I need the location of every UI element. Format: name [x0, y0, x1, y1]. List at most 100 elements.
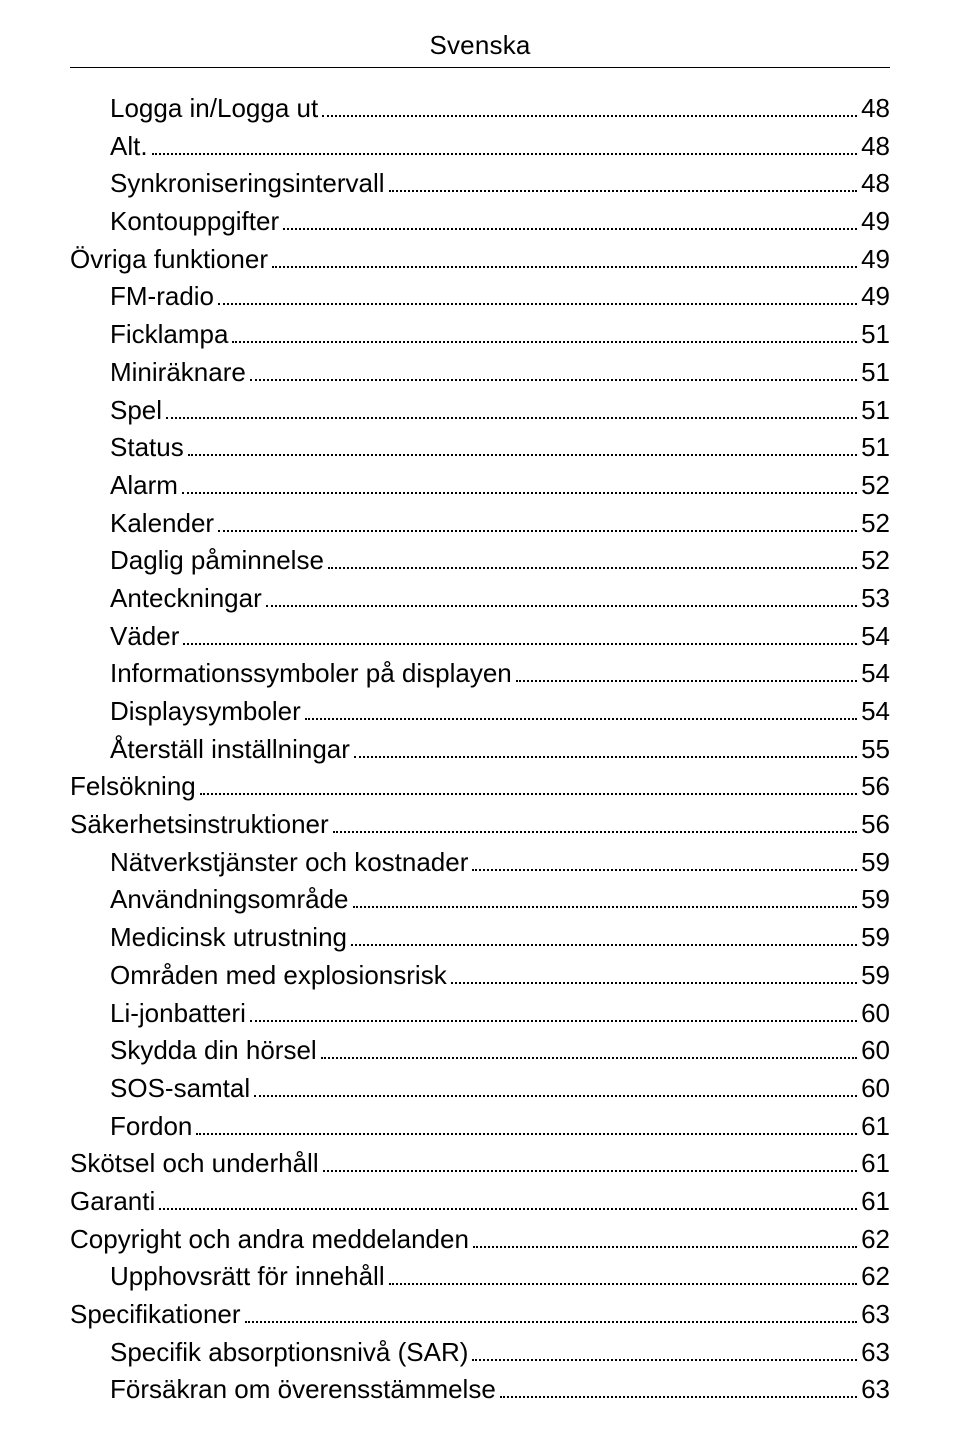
toc-entry-page: 61: [861, 1108, 890, 1146]
toc-entry-label: Nätverkstjänster och kostnader: [110, 844, 468, 882]
toc-entry-page: 56: [861, 806, 890, 844]
toc-leader: [516, 662, 857, 682]
toc-entry[interactable]: Copyright och andra meddelanden62: [70, 1221, 890, 1259]
toc-entry-page: 59: [861, 957, 890, 995]
toc-leader: [245, 1303, 858, 1323]
toc-entry-label: Ficklampa: [110, 316, 228, 354]
toc-entry-page: 61: [861, 1145, 890, 1183]
toc-entry[interactable]: Användningsområde59: [70, 881, 890, 919]
toc-entry[interactable]: SOS-samtal 60: [70, 1070, 890, 1108]
toc-entry-page: 53: [861, 580, 890, 618]
toc-entry[interactable]: Fordon61: [70, 1108, 890, 1146]
toc-leader: [232, 323, 857, 343]
toc-entry-label: Displaysymboler: [110, 693, 301, 731]
toc-entry-label: Försäkran om överensstämmelse: [110, 1371, 496, 1409]
toc-entry[interactable]: Spel51: [70, 392, 890, 430]
toc-entry-page: 52: [861, 505, 890, 543]
toc-entry-label: Daglig påminnelse: [110, 542, 324, 580]
toc-entry-page: 59: [861, 919, 890, 957]
toc-entry-label: Anteckningar: [110, 580, 262, 618]
toc-leader: [305, 700, 857, 720]
toc-entry-label: Övriga funktioner: [70, 241, 268, 279]
toc-entry[interactable]: Ficklampa 51: [70, 316, 890, 354]
toc-entry-page: 52: [861, 542, 890, 580]
toc-entry-page: 59: [861, 844, 890, 882]
toc-entry[interactable]: Skydda din hörsel 60: [70, 1032, 890, 1070]
toc-entry-page: 54: [861, 618, 890, 656]
toc-leader: [328, 549, 857, 569]
toc-entry-page: 63: [861, 1334, 890, 1372]
toc-entry-label: Miniräknare: [110, 354, 246, 392]
toc-leader: [188, 436, 857, 456]
toc-entry[interactable]: Nätverkstjänster och kostnader 59: [70, 844, 890, 882]
toc-entry-label: Skötsel och underhåll: [70, 1145, 319, 1183]
toc-entry[interactable]: Synkroniseringsintervall 48: [70, 165, 890, 203]
toc-leader: [183, 624, 857, 644]
toc-entry-label: SOS-samtal: [110, 1070, 250, 1108]
toc-entry[interactable]: Väder54: [70, 618, 890, 656]
toc-entry-page: 51: [861, 316, 890, 354]
toc-entry[interactable]: Daglig påminnelse 52: [70, 542, 890, 580]
toc-entry[interactable]: Anteckningar 53: [70, 580, 890, 618]
toc-entry-page: 60: [861, 1032, 890, 1070]
toc-entry-page: 60: [861, 1070, 890, 1108]
toc-entry-label: Upphovsrätt för innehåll: [110, 1258, 385, 1296]
toc-entry[interactable]: Alt.48: [70, 128, 890, 166]
toc-leader: [152, 135, 858, 155]
toc-entry[interactable]: Displaysymboler54: [70, 693, 890, 731]
toc-entry-label: Användningsområde: [110, 881, 349, 919]
toc-leader: [500, 1378, 857, 1398]
toc-leader: [196, 1114, 857, 1134]
toc-leader: [182, 474, 857, 494]
toc-leader: [166, 398, 857, 418]
toc-entry[interactable]: Alarm52: [70, 467, 890, 505]
toc-entry-page: 51: [861, 354, 890, 392]
toc-entry[interactable]: Försäkran om överensstämmelse 63: [70, 1371, 890, 1409]
toc-entry[interactable]: Li-jonbatteri60: [70, 995, 890, 1033]
toc-leader: [451, 964, 857, 984]
toc-leader: [472, 1341, 857, 1361]
table-of-contents: Logga in/Logga ut48Alt.48Synkroniserings…: [70, 90, 890, 1409]
toc-entry[interactable]: Felsökning 56: [70, 768, 890, 806]
toc-entry[interactable]: Områden med explosionsrisk59: [70, 957, 890, 995]
toc-entry[interactable]: Specifikationer63: [70, 1296, 890, 1334]
toc-entry-label: Li-jonbatteri: [110, 995, 246, 1033]
toc-entry[interactable]: Informationssymboler på displayen54: [70, 655, 890, 693]
toc-entry-page: 56: [861, 768, 890, 806]
toc-entry-page: 51: [861, 429, 890, 467]
toc-leader: [218, 285, 857, 305]
toc-entry[interactable]: Återställ inställningar55: [70, 731, 890, 769]
toc-entry[interactable]: Specifik absorptionsnivå (SAR) 63: [70, 1334, 890, 1372]
toc-entry-page: 49: [861, 278, 890, 316]
toc-entry-page: 63: [861, 1371, 890, 1409]
toc-entry[interactable]: Miniräknare 51: [70, 354, 890, 392]
toc-leader: [473, 1227, 857, 1247]
toc-entry-label: FM-radio: [110, 278, 214, 316]
toc-entry-page: 49: [861, 241, 890, 279]
toc-entry[interactable]: Kontouppgifter49: [70, 203, 890, 241]
toc-entry-label: Felsökning: [70, 768, 196, 806]
toc-leader: [283, 210, 857, 230]
toc-entry-page: 62: [861, 1221, 890, 1259]
toc-entry-label: Specifik absorptionsnivå (SAR): [110, 1334, 468, 1372]
toc-entry[interactable]: Kalender52: [70, 505, 890, 543]
toc-leader: [389, 172, 858, 192]
toc-entry-label: Synkroniseringsintervall: [110, 165, 385, 203]
toc-entry[interactable]: Skötsel och underhåll 61: [70, 1145, 890, 1183]
toc-entry[interactable]: Garanti61: [70, 1183, 890, 1221]
toc-leader: [322, 97, 857, 117]
toc-entry[interactable]: Status51: [70, 429, 890, 467]
toc-entry[interactable]: Logga in/Logga ut48: [70, 90, 890, 128]
toc-leader: [353, 888, 858, 908]
toc-entry-page: 48: [861, 165, 890, 203]
toc-entry[interactable]: Upphovsrätt för innehåll62: [70, 1258, 890, 1296]
toc-entry[interactable]: FM-radio 49: [70, 278, 890, 316]
toc-entry-label: Alarm: [110, 467, 178, 505]
toc-entry[interactable]: Medicinsk utrustning59: [70, 919, 890, 957]
toc-entry-label: Skydda din hörsel: [110, 1032, 317, 1070]
toc-entry[interactable]: Övriga funktioner 49: [70, 241, 890, 279]
toc-entry[interactable]: Säkerhetsinstruktioner 56: [70, 806, 890, 844]
toc-leader: [250, 361, 857, 381]
toc-entry-page: 51: [861, 392, 890, 430]
toc-entry-label: Säkerhetsinstruktioner: [70, 806, 329, 844]
